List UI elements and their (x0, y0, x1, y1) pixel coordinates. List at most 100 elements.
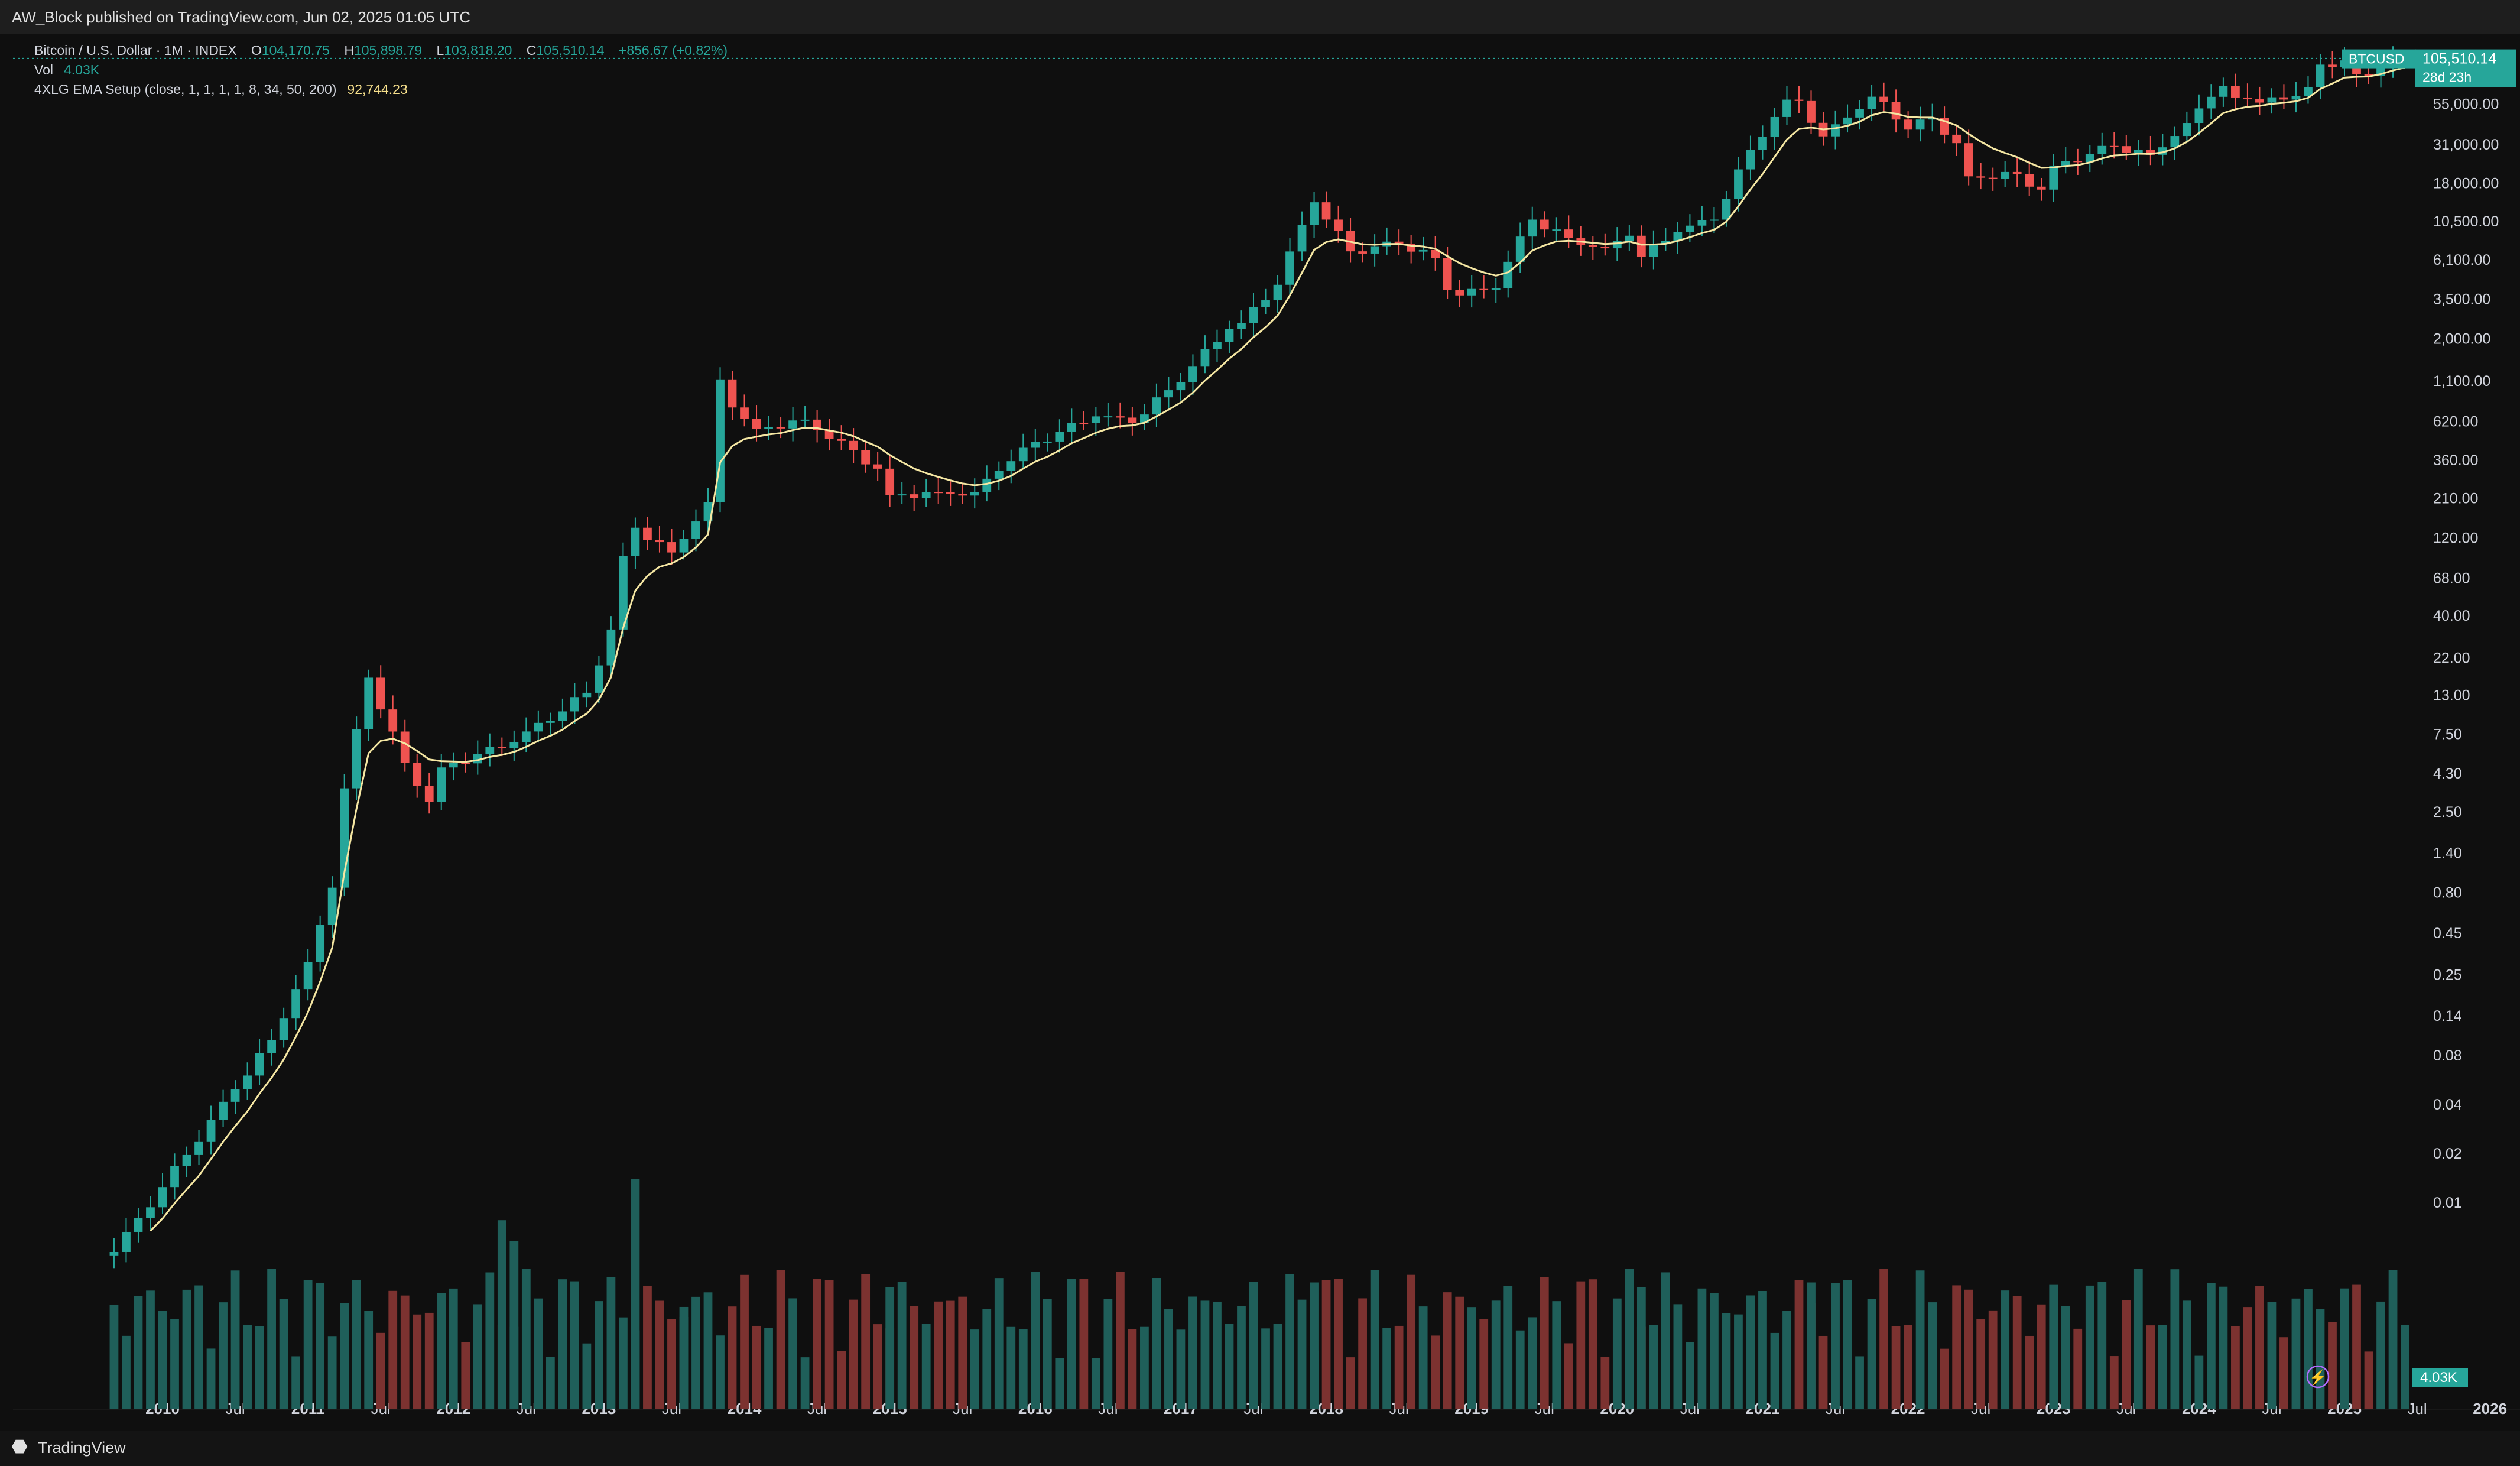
publisher-bar: AW_Block published on TradingView.com, J… (0, 0, 2520, 34)
brand-name[interactable]: TradingView (38, 1439, 126, 1457)
volume-bar (146, 1290, 155, 1409)
y-tick-label: 31,000.00 (2433, 137, 2499, 153)
y-tick-label: 620.00 (2433, 414, 2478, 430)
volume-bar (910, 1306, 919, 1409)
change-value: +856.67 (+0.82%) (618, 43, 728, 58)
price-chart[interactable]: 0.01 0.02 0.04 0.08 0.14 0.25 0.45 0.80 1.40 2.50… (13, 34, 2520, 1423)
candle-body (764, 427, 773, 429)
volume-bar (413, 1314, 422, 1409)
candle-body (485, 747, 495, 754)
volume-bar (2388, 1270, 2398, 1409)
candle-body (424, 786, 434, 802)
volume-bar (1394, 1325, 1404, 1409)
volume-bar (606, 1277, 616, 1409)
candle-body (861, 450, 871, 465)
y-tick-label: 0.01 (2433, 1195, 2462, 1211)
y-tick-label: 4.30 (2433, 766, 2462, 782)
candle-body (1952, 134, 1962, 144)
volume-bar (1467, 1307, 1476, 1409)
candle-body (545, 721, 555, 723)
volume-bar (2097, 1282, 2107, 1409)
candle-body (2328, 64, 2337, 67)
candle-body (461, 763, 470, 764)
candle-body (364, 677, 374, 729)
candle-body (1807, 100, 1816, 123)
y-tick-label: 40.00 (2433, 608, 2470, 624)
symbol-badge[interactable] (2342, 49, 2416, 69)
volume-bar (1867, 1299, 1876, 1409)
indicator-legend[interactable]: 4XLG EMA Setup (close, 1, 1, 1, 1, 8, 34… (34, 82, 408, 98)
candle-body (1867, 96, 1876, 109)
candle-body (1515, 236, 1525, 262)
candle-body (1503, 261, 1513, 288)
y-tick-label: 1.40 (2433, 845, 2462, 861)
volume-legend[interactable]: Vol 4.03K (34, 62, 99, 78)
y-tick-label: 0.04 (2433, 1097, 2462, 1113)
volume-bar (813, 1279, 821, 1409)
candle-body (267, 1040, 276, 1053)
volume-bar (1018, 1329, 1028, 1409)
volume-bar (1588, 1279, 1597, 1409)
candle-body (1928, 118, 1937, 120)
candle-body (2085, 154, 2094, 163)
candle-body (1115, 416, 1125, 418)
volume-bar (255, 1326, 264, 1409)
volume-bar (740, 1274, 749, 1409)
candle-body (2133, 150, 2143, 153)
alert-lightning-icon[interactable] (2306, 1365, 2330, 1389)
y-tick-label: 18,000.00 (2433, 175, 2499, 192)
candle-body (1200, 349, 1210, 367)
price-badge[interactable] (2415, 49, 2516, 87)
volume-bar (1091, 1358, 1100, 1409)
candle-body (1334, 219, 1343, 231)
volume-bar (1940, 1348, 1949, 1409)
volume-bar (2182, 1300, 2191, 1409)
candle-body (958, 494, 967, 496)
volume-bar (982, 1309, 992, 1409)
volume-value: 4.03K (63, 62, 100, 77)
candle-body (1310, 202, 1319, 225)
candle-body (2267, 97, 2277, 103)
volume-bar (1855, 1356, 1864, 1409)
candle-body (873, 464, 882, 469)
volume-bar (279, 1299, 288, 1409)
volume-bar (1770, 1332, 1779, 1409)
chart-pane[interactable]: 0.01 0.02 0.04 0.08 0.14 0.25 0.45 0.80 1.40 2.50… (13, 34, 2520, 1423)
volume-bar (1261, 1328, 1270, 1409)
candle-body (2061, 161, 2070, 166)
y-tick-label: 2,000.00 (2433, 330, 2490, 347)
candle-body (437, 767, 446, 802)
volume-bar (788, 1298, 797, 1409)
candle-body (2243, 97, 2252, 99)
candle-body (2097, 145, 2107, 154)
y-tick-label: 1,100.00 (2433, 373, 2490, 390)
volume-bar (2158, 1325, 2167, 1409)
candle-body (521, 731, 531, 742)
volume-bar (1273, 1324, 1282, 1409)
volume-bar (1200, 1300, 1210, 1409)
volume-bar (182, 1289, 191, 1409)
volume-badge[interactable] (2412, 1368, 2468, 1387)
candle-body (291, 989, 301, 1019)
candle-body (2025, 174, 2034, 187)
volume-bar (1686, 1342, 1694, 1409)
volume-bar (2267, 1302, 2277, 1409)
candle-body (1031, 442, 1040, 448)
tradingview-logo-icon[interactable]: ⬣ (12, 1437, 28, 1457)
volume-bar (1382, 1328, 1392, 1409)
candle-body (897, 494, 907, 496)
volume-bar (267, 1269, 276, 1409)
candle-body (837, 439, 846, 441)
candle-body (376, 677, 385, 710)
candle-body (2146, 150, 2155, 155)
candle-body (1443, 258, 1452, 290)
volume-bar (243, 1325, 252, 1409)
volume-bar (619, 1317, 628, 1409)
price-scale[interactable] (2415, 34, 2520, 1423)
candle-body (1491, 288, 1501, 290)
volume-bar (2085, 1285, 2094, 1409)
volume-bar (2243, 1307, 2252, 1409)
candle-body (1843, 117, 1852, 125)
volume-bar (1649, 1325, 1658, 1409)
candle-body (230, 1089, 240, 1102)
